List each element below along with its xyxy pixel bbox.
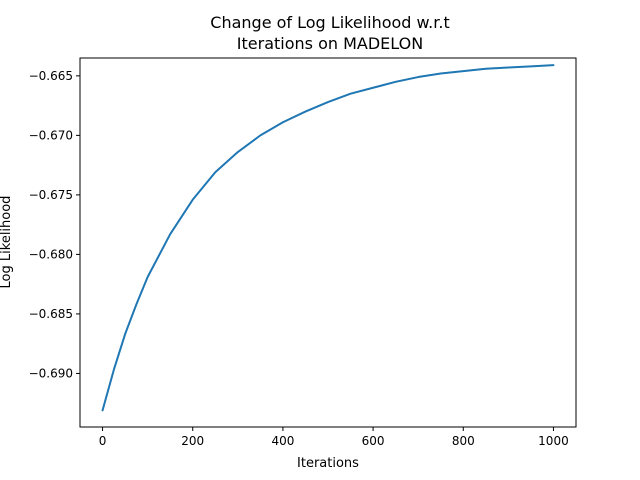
chart-title-line-1: Change of Log Likelihood w.r.t [210,13,449,32]
x-tick-label: 800 [452,434,475,448]
x-tick-label: 200 [181,434,204,448]
series-line-0 [101,64,555,412]
y-tick-label: −0.690 [29,366,73,380]
y-tick-label: −0.675 [29,188,73,202]
y-tick-label: −0.680 [29,247,73,261]
y-axis: −0.690 −0.685 −0.680 −0.675 −0.670 −0.665 [29,69,80,380]
x-axis-label: Iterations [297,456,359,471]
y-tick-label: −0.665 [29,69,73,83]
chart-title-line-2: Iterations on MADELON [237,34,423,53]
y-axis-label: Log Likelihood [0,196,14,289]
x-tick-label: 0 [99,434,107,448]
y-tick-label: −0.670 [29,128,73,142]
x-tick-label: 1000 [538,434,569,448]
x-axis: 0 200 400 600 800 1000 [99,427,569,448]
y-tick-label: −0.685 [29,307,73,321]
plot-area [101,64,555,412]
x-tick-label: 600 [362,434,385,448]
axes-frame [79,57,577,428]
x-tick-label: 400 [271,434,294,448]
